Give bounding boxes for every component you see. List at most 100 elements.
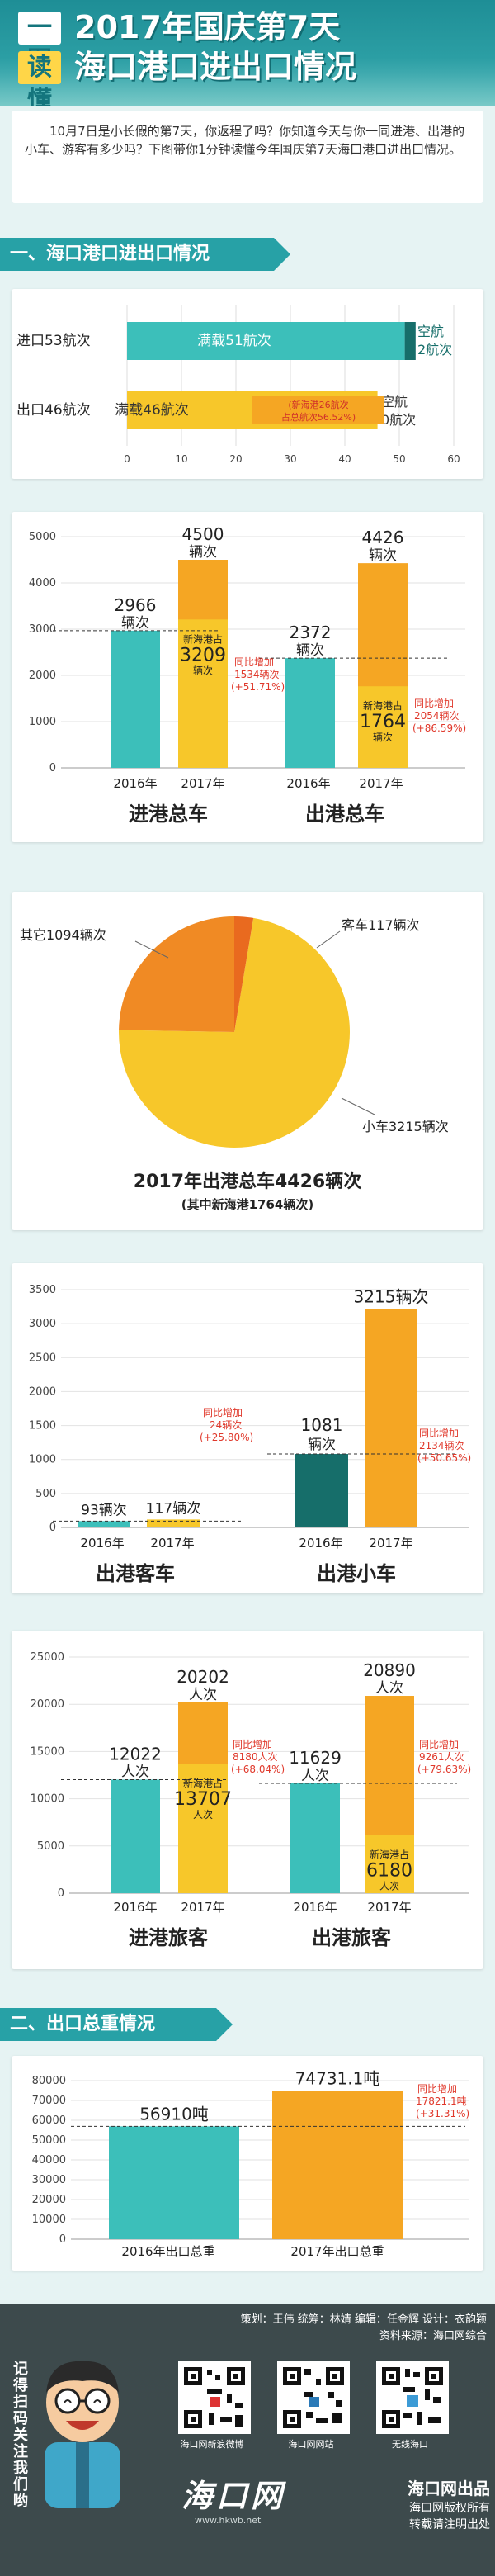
slogan-vertical: 记得扫码关注我们哟	[12, 2361, 30, 2526]
xlabel-bus-2016: 2016年	[80, 1536, 124, 1551]
label-out-note-2: 占总航次56.52%)	[281, 411, 356, 423]
header-title-line1: 2017年国庆第7天	[74, 9, 341, 45]
chart-weight: 0 10000 20000 30000 40000 50000 60000 70000 8000…	[32, 2069, 470, 2259]
bar-2017年	[365, 1309, 417, 1527]
xlabel-weight-2017: 2017年出口总重	[290, 2244, 384, 2259]
growth-label: 2134辆次	[419, 1440, 464, 1451]
value-label-bus-2016: 93辆次	[81, 1502, 127, 1518]
y-tick-label: 60000	[32, 2114, 66, 2127]
x-tick-label: 60	[447, 453, 460, 465]
leader-line-other	[134, 940, 169, 959]
bar-weight-2016年出口总重	[109, 2126, 239, 2239]
growth-label: (+25.80%)	[200, 1432, 253, 1443]
xlabel-in-2016: 2016年	[113, 776, 157, 791]
y-tick-label: 20000	[31, 1698, 64, 1711]
chart-pie: 其它1094辆次 客车117辆次 小车3215辆次 2017年出港总车4426辆…	[20, 916, 449, 1212]
xlabel-in-2017: 2017年	[181, 776, 224, 791]
value-label-pass: 20202	[177, 1667, 229, 1687]
unit-label: 辆次	[189, 544, 217, 561]
leader-line-car	[341, 1097, 375, 1115]
y-tick-label: 1000	[29, 716, 56, 728]
newport-value: 13707	[174, 1789, 232, 1810]
y-tick-label: 25000	[31, 1651, 64, 1664]
y-tick-label: 3000	[29, 1318, 56, 1330]
value-label-bus-2017: 117辆次	[146, 1500, 200, 1517]
label-out-empty-1: 空航	[381, 394, 408, 410]
qr-code-website[interactable]	[277, 2361, 350, 2434]
bar-pass-2016年	[290, 1783, 340, 1893]
value-label-car-2016: 1081	[301, 1415, 343, 1435]
qr-code-weibo[interactable]	[178, 2361, 251, 2434]
unit-label: 人次	[301, 1768, 329, 1784]
header-title-line2: 海口港口进出口情况	[74, 49, 357, 85]
x-tick-label: 10	[175, 453, 187, 465]
rights-line2: 转载请注明出处	[409, 2518, 490, 2531]
unit-label: 辆次	[121, 615, 149, 632]
growth-label: (+50.65%)	[417, 1452, 471, 1464]
credits-line1: 策划：王伟 统筹：林婧 编辑：任金辉 设计：衣韵颖	[240, 2313, 487, 2326]
label-out-full: 满载46航次	[115, 402, 189, 419]
section-title-2: 二、出口总重情况	[0, 2008, 233, 2041]
label-in-full: 满载51航次	[197, 333, 271, 349]
pie-subtitle: (其中新海港1764辆次)	[182, 1197, 314, 1212]
y-tick-label: 50000	[32, 2134, 66, 2147]
unit-label: 辆次	[308, 1437, 336, 1453]
rights-line1: 海口网版权所有	[409, 2502, 490, 2515]
y-tick-label: 2000	[29, 670, 56, 682]
pie-slice-客车	[234, 916, 254, 1032]
bar-newport-segment	[178, 619, 228, 768]
growth-label: 同比增加	[234, 656, 274, 668]
cat-label-in: 进口53航次	[16, 333, 91, 349]
chart-weight-panel: 0 10000 20000 30000 40000 50000 60000 70000 8000…	[12, 2056, 483, 2271]
chart-bus-car: 0 500 1000 1500 2000 2500 3000 3500 93辆次 117辆次 10…	[29, 1284, 471, 1585]
unit-label: 辆次	[373, 732, 393, 743]
growth-label: 17821.1吨	[416, 2095, 467, 2107]
bar-in-2016年	[111, 630, 160, 768]
value-label-pass: 12022	[109, 1744, 162, 1764]
bar-newport-segment	[365, 1835, 414, 1893]
header-banner: 一图 读懂 2017年国庆第7天 海口港口进出口情况	[0, 0, 495, 106]
section-title-1: 一、海口港口进出口情况	[0, 238, 290, 271]
xlabel-pass-out-2017: 2017年	[367, 1900, 411, 1915]
newport-value: 6180	[366, 1860, 412, 1881]
y-tick-label: 1500	[29, 1420, 56, 1432]
note-box	[252, 396, 384, 424]
chart-voyages-panel: 0 10 20 30 40 50 60 进口53航次 出口46航次 满载51航次 空航 2航…	[12, 289, 483, 479]
bar-in-empty	[404, 322, 416, 360]
y-tick-label: 0	[50, 762, 56, 774]
y-tick-label: 2000	[29, 1385, 56, 1398]
bar-2016年	[295, 1454, 348, 1527]
growth-label: 24辆次	[210, 1419, 242, 1431]
unit-label: 人次	[380, 1880, 399, 1892]
value-label-in-2017: 4500	[182, 524, 224, 544]
bar-2016年	[78, 1521, 130, 1527]
xlabel-out-2017: 2017年	[359, 776, 403, 791]
pie-slice-小车	[119, 917, 350, 1148]
header-badge-bottom: 读懂	[18, 51, 61, 106]
value-label-weight-2017: 74731.1吨	[295, 2069, 380, 2089]
label-out-empty-2: 0航次	[381, 412, 416, 428]
bar-pass-2016年	[111, 1779, 160, 1893]
y-tick-label: 10000	[31, 1793, 64, 1806]
pie-label-bus: 客车117辆次	[342, 917, 420, 933]
group-label-in: 进港总车	[129, 803, 208, 826]
qr-code-wireless[interactable]	[376, 2361, 449, 2434]
y-tick-label: 500	[35, 1488, 56, 1500]
bar-newport-segment	[178, 1764, 228, 1893]
growth-label: (+31.31%)	[416, 2108, 469, 2119]
growth-label: (+86.59%)	[412, 722, 466, 734]
logo-text: 海口网	[182, 2477, 286, 2514]
header-water-decoration	[0, 58, 495, 106]
newport-label: 新海港占	[183, 1777, 223, 1789]
bar-newport-segment	[358, 686, 408, 768]
pie-slice-其它	[119, 916, 234, 1032]
growth-label: 1534辆次	[234, 669, 280, 680]
logo-url: www.hkwb.net	[195, 2515, 262, 2526]
value-label-out-2016: 2372	[290, 623, 332, 642]
xlabel-pass-out-2016: 2016年	[293, 1900, 337, 1915]
chart-passengers-panel: 0 5000 10000 15000 20000 25000 12022 人次 20202 人次…	[12, 1631, 483, 1969]
x-tick-label: 50	[393, 453, 405, 465]
footer-brand-block: 海口网出品 海口网版权所有 转载请注明出处	[333, 2477, 490, 2533]
y-tick-label: 3000	[29, 623, 56, 636]
